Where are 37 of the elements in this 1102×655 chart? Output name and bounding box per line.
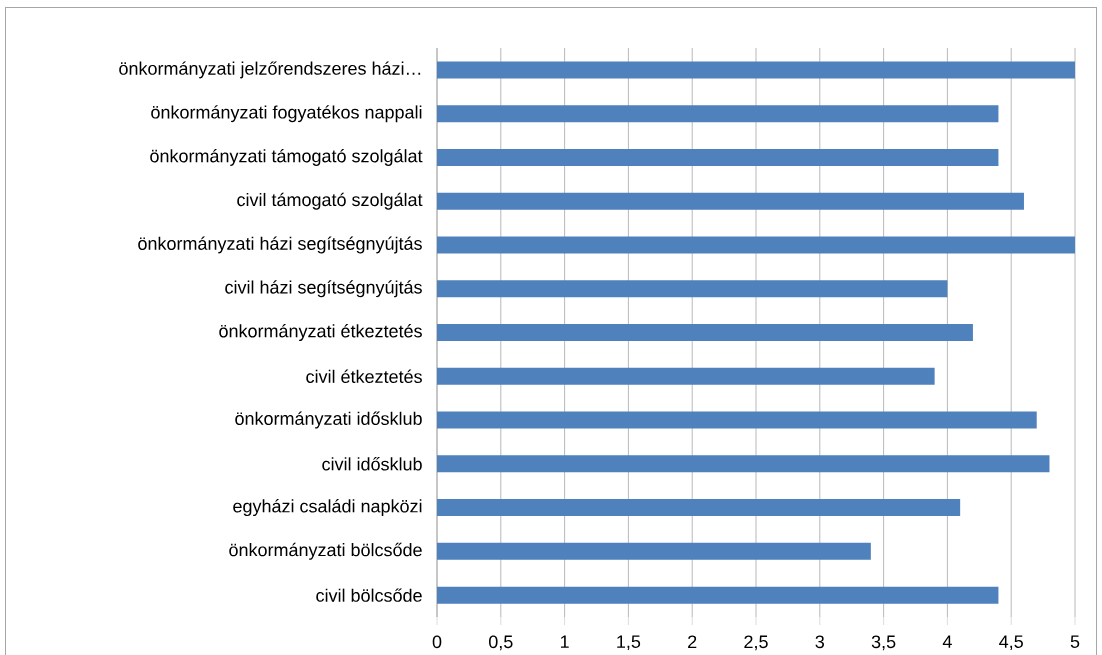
y-tick-label: civil bölcsőde: [316, 588, 422, 602]
x-tick-label: 4,5: [999, 635, 1023, 651]
y-tick-label: önkormányzati házi segítségnyújtás: [138, 236, 422, 254]
x-tick-label: 1: [560, 635, 569, 648]
bar: [437, 455, 1050, 473]
y-tick-label: civil étkeztetés: [306, 369, 422, 383]
bar: [437, 542, 871, 560]
x-tick-label: 3: [815, 635, 825, 649]
bar: [437, 105, 999, 123]
bar: [437, 236, 1075, 254]
x-tick-label: 4: [942, 635, 952, 648]
bar: [437, 367, 935, 385]
x-tick-label: 1,5: [617, 635, 641, 651]
y-tick-label: önkormányzati támogató szolgálat: [150, 148, 423, 166]
bar: [437, 411, 1037, 429]
x-tick-label: 5: [1070, 635, 1080, 648]
bar: [437, 499, 961, 517]
y-tick-label: egyházi családi napközi: [233, 499, 422, 517]
x-tick-label: 3,5: [871, 635, 896, 651]
bar: [437, 280, 948, 298]
x-tick-label: 2: [688, 635, 697, 648]
bar: [437, 61, 1075, 79]
y-tick-label: önkormányzati bölcsőde: [229, 542, 422, 560]
y-tick-label: önkormányzati étkeztetés: [219, 324, 422, 342]
bar: [437, 192, 1024, 210]
bar: [437, 148, 999, 166]
y-tick-label: civil idősklub: [322, 457, 422, 471]
x-tick-label: 2,5: [744, 635, 768, 651]
y-tick-label: civil házi segítségnyújtás: [225, 280, 422, 298]
x-tick-label: 0,5: [489, 635, 513, 651]
y-tick-label: civil támogató szolgálat: [237, 192, 423, 210]
bar: [437, 586, 999, 604]
x-tick-label: 0: [432, 635, 442, 649]
y-tick-label: önkormányzati jelzőrendszeres házi…: [119, 61, 421, 79]
y-tick-label: önkormányzati idősklub: [235, 411, 422, 429]
y-tick-label: önkormányzati fogyatékos nappali: [151, 105, 422, 123]
bar: [437, 324, 973, 342]
